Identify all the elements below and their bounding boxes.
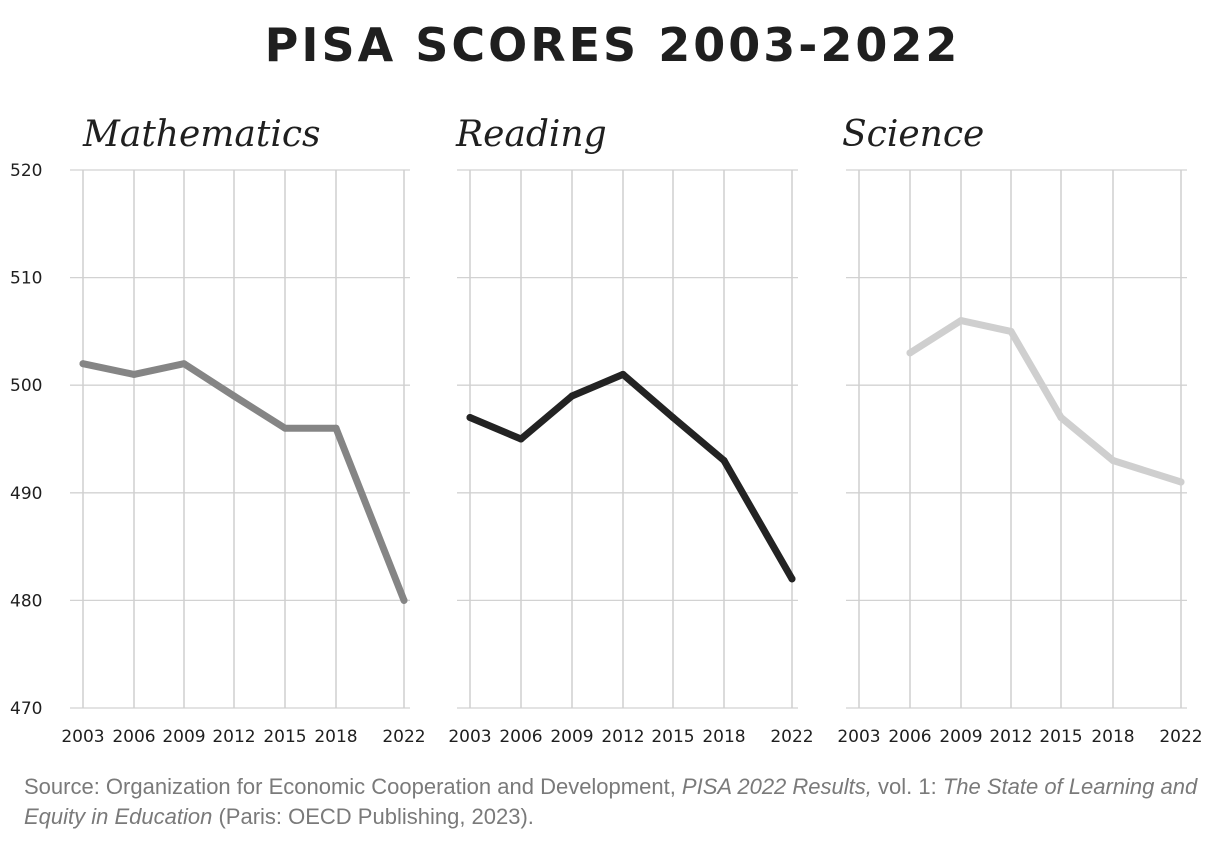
source-prefix: Source: Organization for Economic Cooper…	[24, 774, 682, 799]
panel-science: Science 2003 2006 2009 2012 2015 2018 2022	[837, 114, 1202, 747]
data-point-mathematics-2003	[79, 360, 87, 368]
x-tick-label-reading-2003: 2003	[448, 727, 491, 747]
x-tick-label-mathematics-2022: 2022	[382, 727, 425, 747]
x-tick-label-mathematics-2012: 2012	[212, 727, 255, 747]
x-tick-label-science-2006: 2006	[888, 727, 931, 747]
x-tick-label-reading-2018: 2018	[702, 727, 745, 747]
chart-title: PISA SCORES 2003-2022	[264, 18, 961, 72]
panel-title-mathematics: Mathematics	[82, 114, 321, 155]
panel-title-reading: Reading	[455, 114, 607, 155]
data-point-science-2009	[957, 317, 965, 325]
series-line-reading	[466, 370, 796, 583]
source-suffix: (Paris: OECD Publishing, 2023).	[212, 804, 534, 829]
x-tick-label-science-2003: 2003	[837, 727, 880, 747]
data-point-science-2012	[1007, 327, 1015, 335]
panel-title-science: Science	[842, 114, 984, 155]
data-point-reading-2015	[669, 414, 677, 421]
x-tick-label-mathematics-2018: 2018	[314, 727, 357, 747]
data-point-reading-2022	[788, 575, 796, 583]
x-tick-label-mathematics-2006: 2006	[112, 727, 155, 747]
y-tick-label-470: 470	[10, 699, 42, 719]
source-volume-title: The State of Learning and Equity in Educ…	[24, 774, 1198, 829]
x-tick-label-science-2009: 2009	[939, 727, 982, 747]
data-point-reading-2018	[720, 457, 728, 464]
series-line-mathematics	[79, 360, 408, 604]
panel-reading: Reading 2003 2006 2009 2012 2015 2018 2022	[448, 114, 813, 747]
data-point-science-2015	[1057, 414, 1065, 421]
x-tick-label-mathematics-2015: 2015	[263, 727, 306, 747]
data-point-mathematics-2018	[332, 424, 340, 432]
data-point-mathematics-2009	[180, 360, 188, 368]
y-tick-label-510: 510	[10, 269, 42, 289]
x-tick-label-science-2015: 2015	[1039, 727, 1082, 747]
data-point-science-2018	[1109, 457, 1117, 464]
x-tick-label-mathematics-2009: 2009	[162, 727, 205, 747]
source-note: Source: Organization for Economic Cooper…	[24, 772, 1219, 832]
data-point-science-2006	[906, 349, 914, 357]
y-axis: 470 480 490 500 510 520	[10, 161, 42, 719]
source-report-title: PISA 2022 Results,	[681, 774, 872, 799]
data-point-reading-2003	[466, 414, 474, 421]
x-tick-label-reading-2022: 2022	[770, 727, 813, 747]
y-tick-label-490: 490	[10, 484, 42, 504]
panel-mathematics: Mathematics 2003 2006 2009 2012 2015 2018 2022	[61, 114, 425, 747]
x-tick-label-reading-2006: 2006	[499, 727, 542, 747]
data-point-mathematics-2022	[400, 596, 408, 604]
data-point-reading-2009	[568, 392, 576, 400]
data-point-reading-2012	[619, 370, 627, 378]
data-point-mathematics-2015	[281, 424, 289, 432]
y-tick-label-480: 480	[10, 591, 42, 611]
series-line-science	[906, 317, 1185, 486]
x-tick-label-science-2012: 2012	[989, 727, 1032, 747]
data-point-mathematics-2006	[130, 370, 138, 378]
x-tick-label-science-2022: 2022	[1159, 727, 1202, 747]
x-tick-label-reading-2012: 2012	[601, 727, 644, 747]
x-tick-label-mathematics-2003: 2003	[61, 727, 104, 747]
data-point-mathematics-2012	[230, 392, 238, 400]
y-tick-label-520: 520	[10, 161, 42, 181]
x-tick-label-science-2018: 2018	[1091, 727, 1134, 747]
x-tick-label-reading-2015: 2015	[651, 727, 694, 747]
data-point-reading-2006	[517, 435, 525, 443]
x-tick-label-reading-2009: 2009	[550, 727, 593, 747]
source-mid: vol. 1:	[871, 774, 943, 799]
data-point-science-2022	[1177, 478, 1185, 486]
y-tick-label-500: 500	[10, 376, 42, 396]
